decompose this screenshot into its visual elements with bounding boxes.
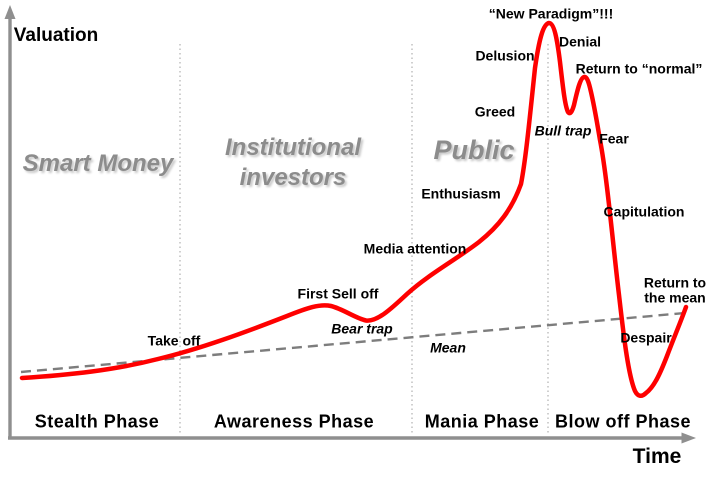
annotation-delusion: Delusion — [475, 47, 535, 64]
group-label-smart-money: Smart Money — [22, 150, 174, 177]
valuation-curve — [19, 20, 689, 398]
annotation-mean: Mean — [430, 339, 466, 356]
group-label-public: Public — [433, 135, 515, 166]
annotation-take-off: Take off — [147, 332, 201, 349]
y-axis-title: Valuation — [13, 25, 99, 46]
annotation-capitulation: Capitulation — [603, 203, 685, 220]
phase-label-blow-off: Blow off Phase — [554, 411, 692, 432]
annotation-denial: Denial — [558, 33, 602, 50]
y-axis-arrow-icon — [4, 5, 16, 19]
annotation-bear-trap: Bear trap — [331, 320, 393, 337]
annotation-fear: Fear — [599, 130, 629, 147]
annotation-enthusiasm: Enthusiasm — [421, 185, 501, 202]
annotation-despair: Despair — [620, 329, 672, 346]
phase-label-awareness: Awareness Phase — [213, 411, 375, 432]
annotation-return-to-normal: Return to “normal” — [575, 60, 703, 77]
group-label-institutional-investors: Institutional investors — [225, 134, 361, 191]
phase-label-stealth: Stealth Phase — [34, 411, 160, 432]
annotation-media-attention: Media attention — [363, 240, 467, 257]
annotation-new-paradigm: “New Paradigm”!!! — [488, 5, 614, 22]
annotation-bull-trap: Bull trap — [534, 122, 592, 139]
x-axis-arrow-icon — [681, 432, 696, 444]
annotation-first-sell-off: First Sell off — [297, 285, 379, 302]
annotation-return-to-the-mean: Return to the mean — [643, 274, 707, 306]
x-axis-title: Time — [632, 445, 682, 468]
phase-label-mania: Mania Phase — [424, 411, 540, 432]
annotation-greed: Greed — [474, 103, 516, 120]
